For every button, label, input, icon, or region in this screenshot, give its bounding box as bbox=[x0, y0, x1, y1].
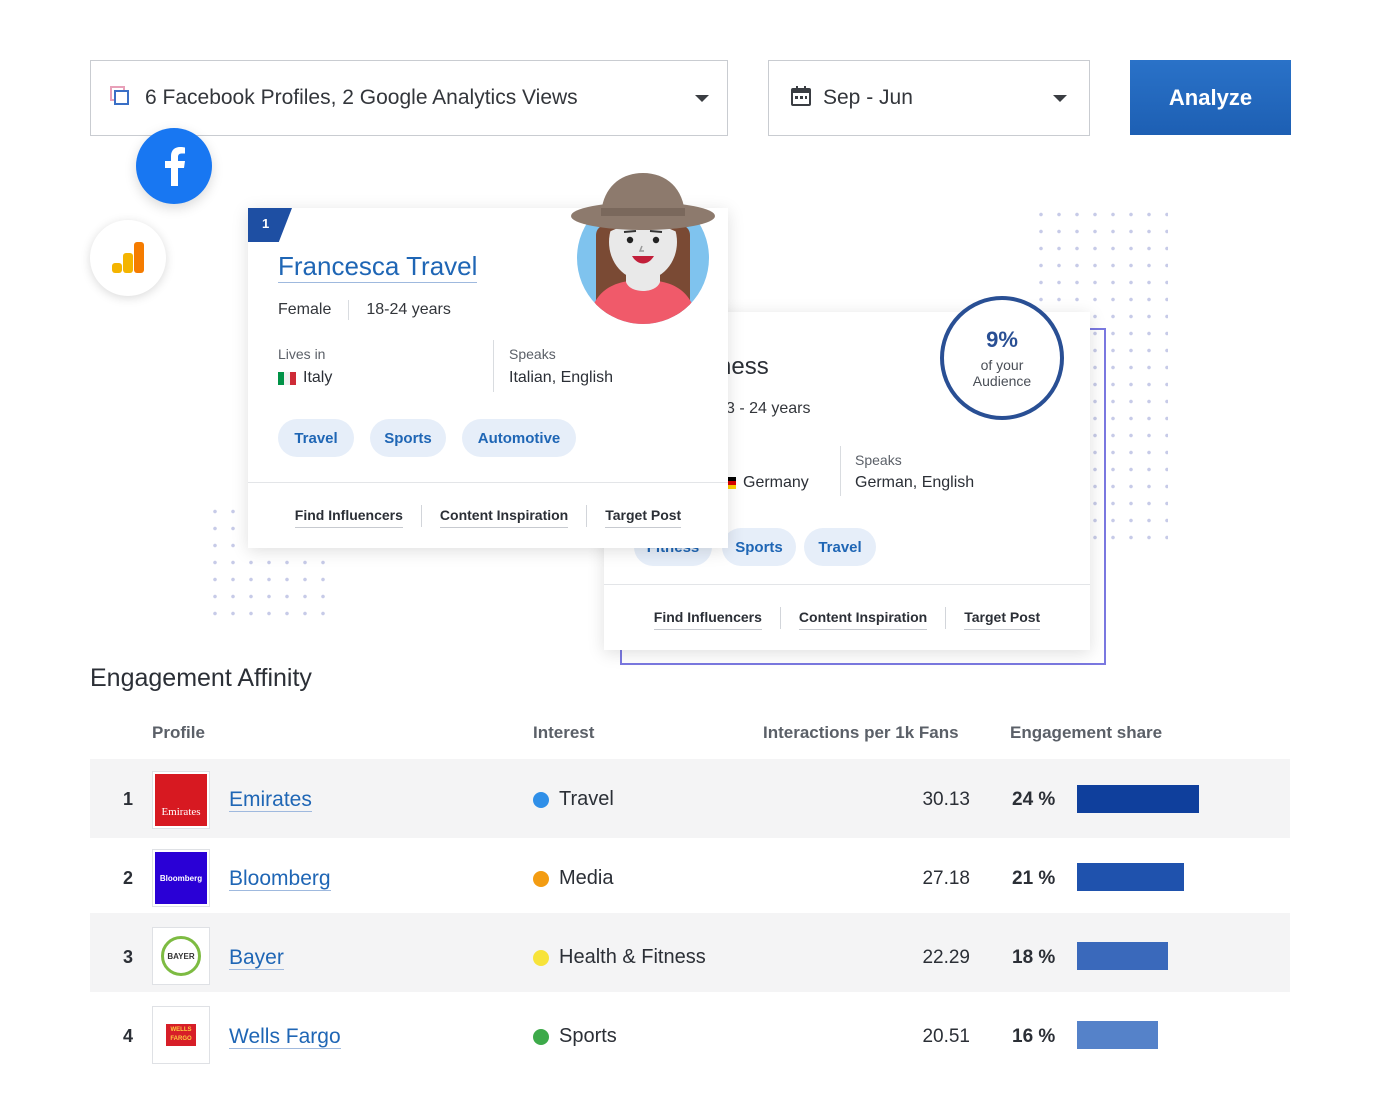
brand-link[interactable]: Wells Fargo bbox=[229, 1025, 341, 1050]
share-value: 24 % bbox=[1012, 789, 1056, 810]
wells-fargo-logo: WELLS FARGO bbox=[152, 1006, 210, 1064]
share-value: 21 % bbox=[1012, 868, 1056, 889]
interest-color-dot bbox=[533, 791, 549, 808]
card-actions: Find Influencers Content Inspiration Tar… bbox=[604, 584, 1090, 650]
interest-chip[interactable]: Automotive bbox=[462, 419, 576, 457]
column-header-profile: Profile bbox=[152, 723, 205, 742]
interest-chip[interactable]: Travel bbox=[278, 419, 354, 457]
content-inspiration-link[interactable]: Content Inspiration bbox=[439, 503, 569, 528]
divider bbox=[586, 504, 588, 527]
divider bbox=[779, 606, 781, 629]
share-value: 16 % bbox=[1012, 1026, 1056, 1047]
interest-cell: Travel bbox=[533, 788, 614, 811]
brand-link[interactable]: Emirates bbox=[229, 788, 312, 813]
share-bar bbox=[1077, 863, 1184, 891]
row-rank: 3 bbox=[122, 947, 133, 967]
emirates-logo: Emirates bbox=[152, 771, 210, 829]
google-analytics-icon bbox=[90, 220, 166, 296]
audience-caption: of your Audience bbox=[972, 356, 1032, 389]
lives-in-value: Italy bbox=[278, 369, 332, 387]
target-post-link[interactable]: Target Post bbox=[605, 503, 682, 528]
interest-chip[interactable]: Sports bbox=[722, 528, 796, 566]
interest-chip[interactable]: Sports bbox=[370, 419, 446, 457]
profiles-select-label: 6 Facebook Profiles, 2 Google Analytics … bbox=[145, 86, 578, 109]
share-value: 18 % bbox=[1012, 947, 1056, 968]
section-title: Engagement Affinity bbox=[90, 664, 312, 692]
speaks-label: Speaks bbox=[855, 452, 902, 468]
table-row[interactable]: 1 Emirates Emirates Travel 30.13 24 % bbox=[90, 759, 1290, 838]
rank-badge: 1 bbox=[248, 208, 292, 242]
chevron-down-icon bbox=[1053, 94, 1067, 102]
column-header-interactions: Interactions per 1k Fans bbox=[763, 723, 959, 742]
interest-cell: Media bbox=[533, 867, 613, 890]
chevron-down-icon bbox=[695, 94, 709, 102]
divider bbox=[945, 606, 947, 629]
calendar-icon bbox=[791, 85, 811, 111]
share-bar bbox=[1077, 785, 1199, 813]
brand-link[interactable]: Bayer bbox=[229, 946, 284, 971]
interest-chip[interactable]: Travel bbox=[804, 528, 876, 566]
find-influencers-link[interactable]: Find Influencers bbox=[653, 605, 762, 630]
profile-demographics: Female 18-24 years bbox=[278, 300, 451, 320]
share-bar bbox=[1077, 942, 1168, 970]
speaks-value: German, English bbox=[855, 474, 975, 491]
interactions-value: 20.51 bbox=[922, 1026, 970, 1047]
share-bar bbox=[1077, 1021, 1158, 1049]
interest-cell: Health & Fitness bbox=[533, 946, 706, 969]
profiles-select[interactable]: 6 Facebook Profiles, 2 Google Analytics … bbox=[90, 60, 728, 136]
facebook-icon bbox=[136, 128, 212, 204]
profile-age: 3 - 24 years bbox=[726, 400, 811, 417]
brand-link[interactable]: Bloomberg bbox=[229, 867, 331, 892]
interactions-value: 27.18 bbox=[922, 868, 970, 889]
table-row[interactable]: 3 BAYER Bayer Health & Fitness 22.29 18 … bbox=[90, 913, 1290, 992]
row-rank: 1 bbox=[122, 789, 133, 809]
card-actions: Find Influencers Content Inspiration Tar… bbox=[248, 482, 728, 548]
speaks-value: Italian, English bbox=[509, 369, 614, 386]
table-row[interactable]: 4 WELLS FARGO Wells Fargo Sports 20.51 1… bbox=[90, 992, 1290, 1071]
lives-in-value: Germany bbox=[722, 474, 809, 492]
profile-card-primary[interactable]: 1 Francesca Travel Female 18-24 years Li… bbox=[248, 208, 728, 548]
row-rank: 2 bbox=[122, 868, 133, 888]
profile-name[interactable]: Francesca Travel bbox=[278, 251, 478, 283]
date-range-select[interactable]: Sep - Jun bbox=[768, 60, 1090, 136]
profiles-stack-icon bbox=[109, 85, 131, 112]
interest-color-dot bbox=[533, 1028, 549, 1045]
column-header-share: Engagement share bbox=[1010, 723, 1163, 742]
avatar bbox=[568, 170, 718, 325]
audience-share-badge: 9% of your Audience bbox=[940, 296, 1064, 420]
divider bbox=[493, 340, 494, 392]
content-inspiration-link[interactable]: Content Inspiration bbox=[798, 605, 928, 630]
lives-in-label: Lives in bbox=[278, 346, 326, 362]
italy-flag-icon bbox=[278, 371, 296, 385]
analyze-button[interactable]: Analyze bbox=[1130, 60, 1291, 135]
table-row[interactable]: 2 Bloomberg Bloomberg Media 27.18 21 % bbox=[90, 838, 1290, 917]
interest-cell: Sports bbox=[533, 1025, 617, 1048]
interest-color-dot bbox=[533, 949, 549, 966]
age-value: 18-24 years bbox=[366, 301, 451, 318]
divider bbox=[840, 446, 841, 496]
date-range-label: Sep - Jun bbox=[823, 86, 913, 109]
column-header-interest: Interest bbox=[533, 723, 595, 742]
audience-percent: 9% bbox=[986, 326, 1018, 352]
gender-value: Female bbox=[278, 301, 332, 318]
target-post-link[interactable]: Target Post bbox=[964, 605, 1041, 630]
bloomberg-logo: Bloomberg bbox=[152, 849, 210, 907]
find-influencers-link[interactable]: Find Influencers bbox=[294, 503, 403, 528]
divider bbox=[420, 504, 422, 527]
germany-flag-icon bbox=[722, 476, 736, 490]
bayer-logo: BAYER bbox=[152, 927, 210, 985]
interactions-value: 22.29 bbox=[922, 947, 970, 968]
interest-color-dot bbox=[533, 870, 549, 887]
row-rank: 4 bbox=[122, 1026, 133, 1046]
interactions-value: 30.13 bbox=[922, 789, 970, 810]
speaks-label: Speaks bbox=[509, 346, 556, 362]
